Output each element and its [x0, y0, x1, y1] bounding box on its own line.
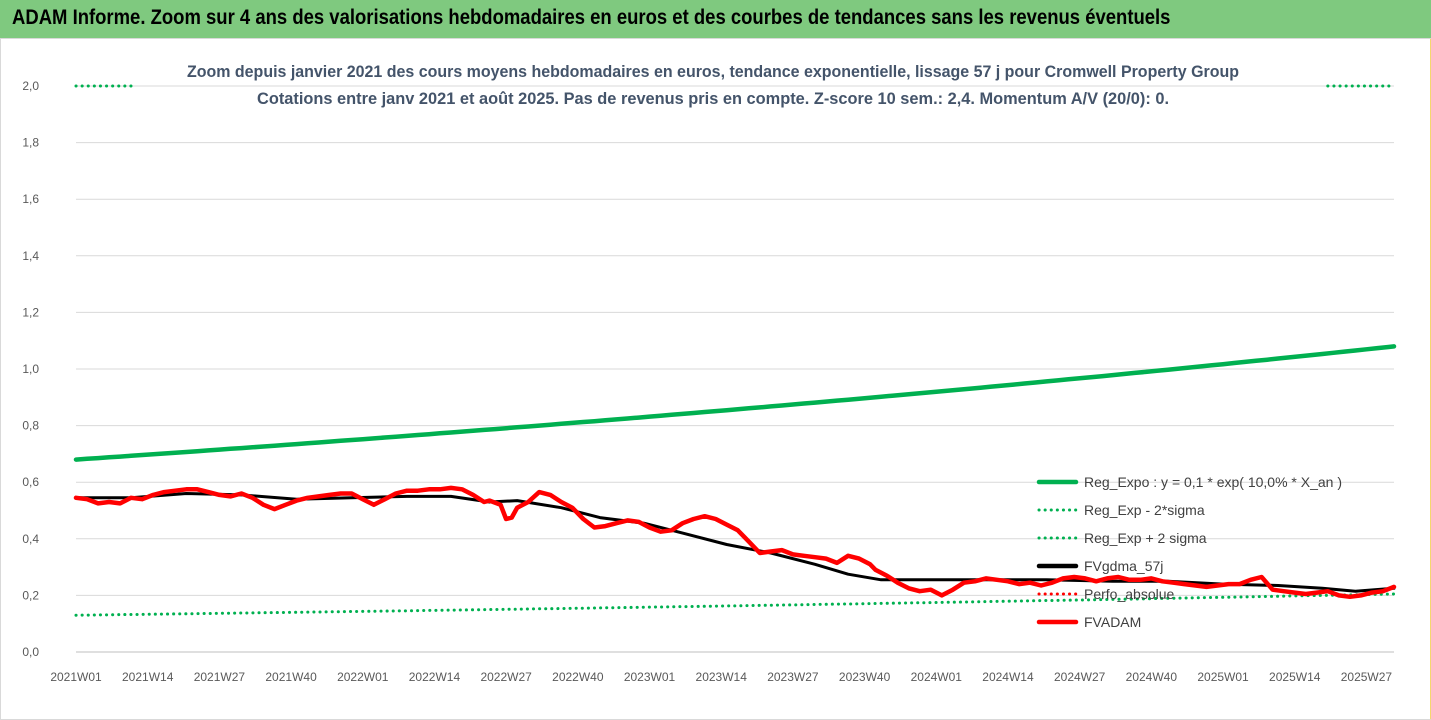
x-tick-label: 2024W40	[1126, 670, 1178, 684]
line-chart: Zoom depuis janvier 2021 des cours moyen…	[22, 62, 1397, 684]
x-tick-label: 2024W01	[911, 670, 963, 684]
x-tick-label: 2023W14	[696, 670, 748, 684]
x-tick-label: 2022W40	[552, 670, 604, 684]
plot-area	[73, 84, 1397, 617]
y-tick-label: 1,4	[22, 249, 39, 263]
y-tick-label: 1,6	[22, 192, 39, 206]
chart-title-line2: Cotations entre janv 2021 et août 2025. …	[257, 89, 1169, 108]
y-tick-label: 0,2	[22, 588, 39, 602]
x-tick-label: 2021W14	[122, 670, 174, 684]
y-tick-label: 1,0	[22, 362, 39, 376]
legend-label: Perfo_absolue	[1084, 586, 1175, 602]
y-axis: 0,0 0,2 0,4 0,6 0,8 1,0 1,2 1,4 1,6 1,8 2,0	[22, 79, 39, 659]
y-tick-label: 0,0	[22, 645, 39, 659]
x-tick-label: 2021W40	[265, 670, 317, 684]
y-tick-label: 1,8	[22, 136, 39, 150]
y-tick-label: 1,2	[22, 305, 39, 319]
report-banner: ADAM Informe. Zoom sur 4 ans des valoris…	[0, 0, 1431, 39]
y-tick-label: 0,6	[22, 475, 39, 489]
series-line-0	[73, 344, 1397, 462]
y-tick-label: 2,0	[22, 79, 39, 93]
report-title: ADAM Informe. Zoom sur 4 ans des valoris…	[12, 6, 1171, 29]
chart-title-line1: Zoom depuis janvier 2021 des cours moyen…	[187, 62, 1239, 81]
x-tick-label: 2023W27	[767, 670, 819, 684]
x-tick-label: 2025W14	[1269, 670, 1321, 684]
legend-label: Reg_Expo : y = 0,1 * exp( 10,0% * X_an )	[1084, 474, 1342, 490]
x-tick-label: 2023W40	[839, 670, 891, 684]
x-tick-label: 2022W01	[337, 670, 389, 684]
legend-label: Reg_Exp + 2 sigma	[1084, 530, 1207, 546]
x-tick-label: 2025W27	[1341, 670, 1393, 684]
y-tick-label: 0,8	[22, 419, 39, 433]
legend-label: FVgdma_57j	[1084, 558, 1163, 574]
x-tick-label: 2024W27	[1054, 670, 1106, 684]
x-axis: 2021W01 2021W14 2021W27 2021W40 2022W01 2022W…	[50, 670, 1392, 684]
x-tick-label: 2022W27	[480, 670, 532, 684]
legend-label: FVADAM	[1084, 614, 1141, 630]
x-tick-label: 2021W01	[50, 670, 102, 684]
x-tick-label: 2023W01	[624, 670, 676, 684]
x-tick-label: 2021W27	[194, 670, 246, 684]
legend-label: Reg_Exp - 2*sigma	[1084, 502, 1205, 518]
series-line-5	[73, 485, 1397, 600]
chart-frame: Zoom depuis janvier 2021 des cours moyen…	[0, 38, 1431, 720]
x-tick-label: 2025W01	[1197, 670, 1249, 684]
series-line-1	[74, 592, 1396, 617]
gridlines	[76, 85, 1394, 653]
chart-legend: Reg_Expo : y = 0,1 * exp( 10,0% * X_an )…	[1036, 474, 1342, 630]
x-tick-label: 2024W14	[982, 670, 1034, 684]
x-tick-label: 2022W14	[409, 670, 461, 684]
y-tick-label: 0,4	[22, 532, 39, 546]
